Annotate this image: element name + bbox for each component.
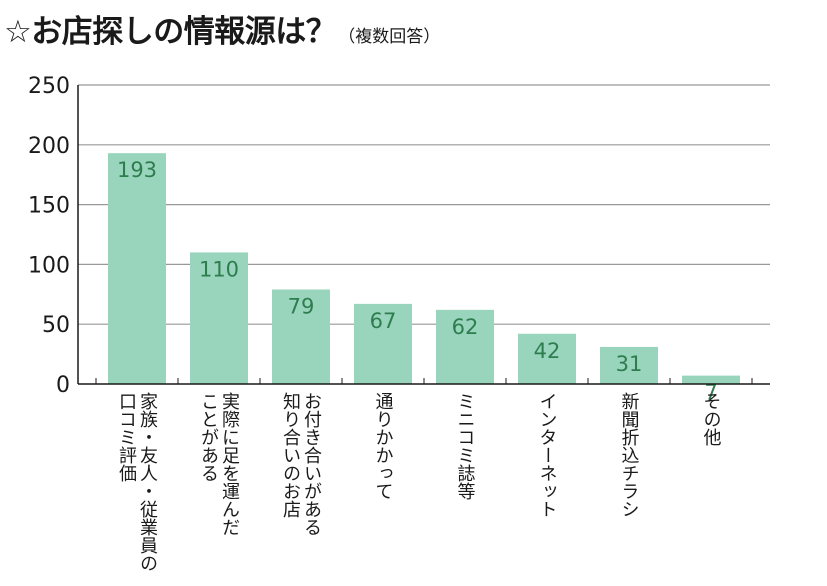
data-label: 7 bbox=[704, 381, 717, 405]
category-label-line: インターネット bbox=[537, 392, 558, 518]
chart-title-subtitle: （複数回答） bbox=[338, 27, 441, 47]
chart-title-main: ☆お店探しの情報源は？ bbox=[4, 14, 337, 50]
bar bbox=[108, 153, 166, 384]
category-label-line: 実際に足を運んだ bbox=[219, 392, 240, 536]
category-label: インターネット bbox=[537, 392, 558, 518]
data-label: 67 bbox=[370, 309, 397, 333]
category-label: 通りかかって bbox=[373, 392, 394, 500]
category-label: ミニコミ誌等 bbox=[455, 392, 476, 500]
y-tick-label: 100 bbox=[28, 253, 70, 278]
category-label-line: ことがある bbox=[198, 392, 219, 482]
category-label-line: その他 bbox=[701, 392, 722, 446]
data-label: 31 bbox=[616, 352, 643, 376]
category-label-line: 通りかかって bbox=[373, 392, 394, 500]
bar bbox=[518, 333, 576, 384]
category-label-line: 新聞折込チラシ bbox=[619, 392, 640, 518]
data-label: 79 bbox=[288, 295, 315, 319]
category-label-line: 家族・友人・従業員の bbox=[137, 392, 158, 572]
data-label: 193 bbox=[117, 158, 157, 182]
bar bbox=[436, 309, 494, 384]
bar bbox=[190, 252, 248, 384]
chart-title: ☆お店探しの情報源は？ （複数回答） bbox=[4, 6, 440, 51]
y-tick-label: 250 bbox=[28, 74, 70, 99]
category-label: その他 bbox=[701, 392, 722, 446]
bar bbox=[682, 375, 740, 384]
y-tick-label: 200 bbox=[28, 134, 70, 159]
category-label-line: 口コミ評価 bbox=[116, 392, 137, 482]
category-label: 新聞折込チラシ bbox=[619, 392, 640, 518]
category-label-line: お付き合いがある bbox=[301, 392, 322, 536]
data-label: 42 bbox=[534, 339, 561, 363]
bar bbox=[600, 346, 658, 384]
bar bbox=[272, 289, 330, 384]
category-label-line: 知り合いのお店 bbox=[280, 392, 301, 518]
y-tick-label: 0 bbox=[56, 373, 70, 398]
y-tick-label: 50 bbox=[42, 313, 70, 338]
category-label-line: ミニコミ誌等 bbox=[455, 392, 476, 500]
data-label: 62 bbox=[452, 315, 479, 339]
data-label: 110 bbox=[199, 257, 239, 281]
bar bbox=[354, 303, 412, 384]
y-tick-label: 150 bbox=[28, 194, 70, 219]
